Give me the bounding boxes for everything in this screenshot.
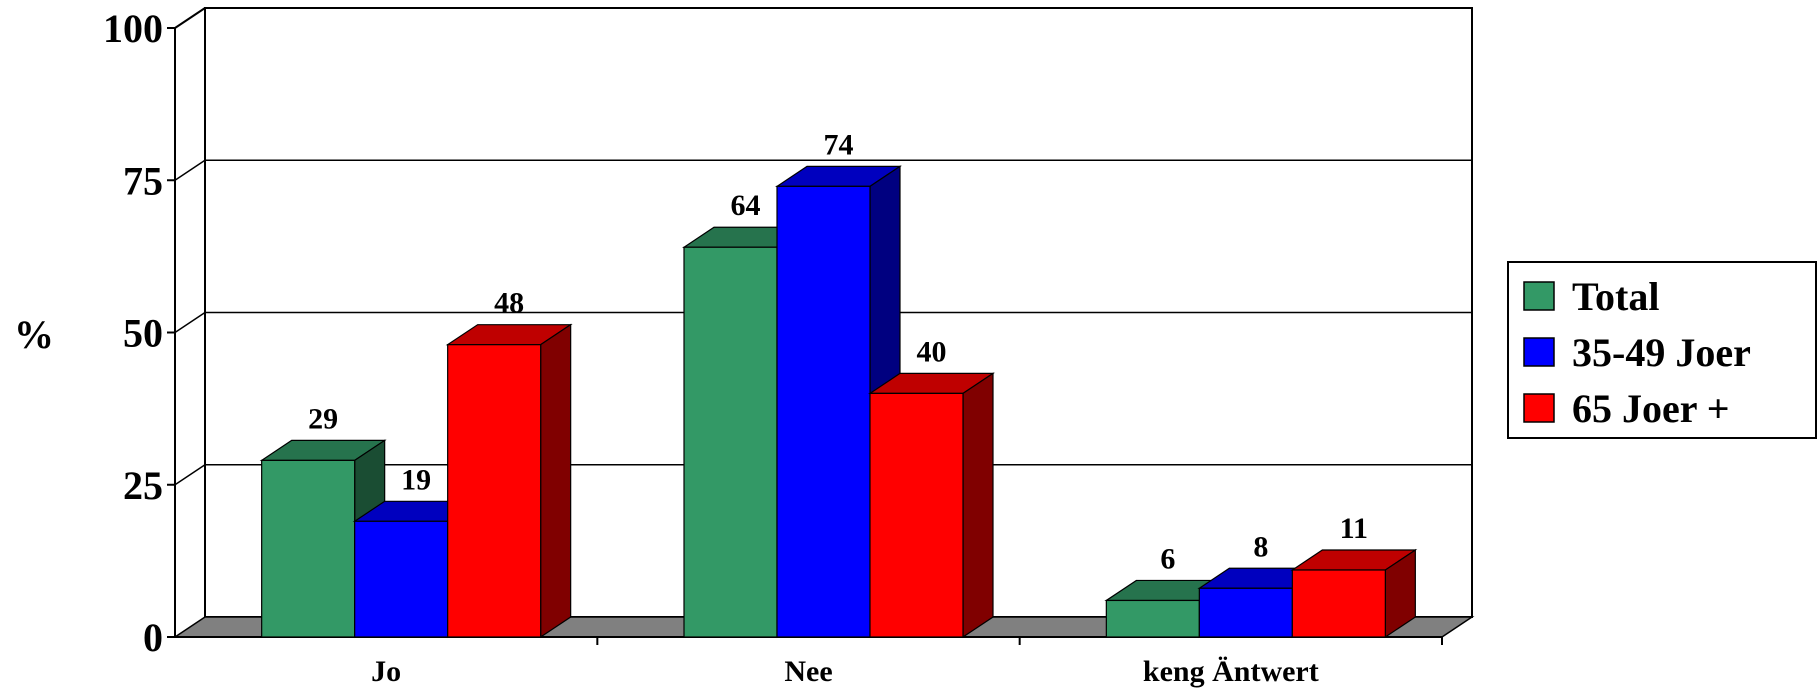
bar [868, 372, 995, 639]
legend-swatch [1523, 281, 1555, 311]
bar-front [261, 459, 356, 638]
legend-swatch [1523, 337, 1555, 367]
bars [259, 165, 1418, 639]
bar-front [683, 246, 778, 638]
legend-entry: 35-49 Joer [1572, 330, 1751, 375]
y-tick-label: 50 [123, 311, 163, 356]
bar-front [776, 185, 871, 638]
legend-swatch [1523, 393, 1555, 423]
x-tick-label: Nee [784, 655, 832, 688]
gridline-side [174, 464, 206, 486]
gridline-side [174, 311, 206, 334]
data-label: 29 [308, 402, 338, 435]
y-tick-label: 25 [123, 463, 163, 508]
bar-front [1198, 587, 1293, 638]
bar-front [869, 392, 964, 638]
bar-front [1291, 569, 1386, 638]
bar-front [1105, 599, 1200, 638]
bar [1290, 548, 1418, 639]
y-tick-label: 75 [123, 158, 163, 203]
y-axis-title: % [14, 312, 54, 357]
data-label: 11 [1340, 512, 1368, 545]
bar [445, 323, 573, 639]
bar-side [540, 323, 572, 639]
legend-entry: 65 Joer + [1572, 386, 1730, 431]
data-label: 74 [824, 128, 854, 161]
data-label: 19 [401, 463, 431, 496]
legend: Total 35-49 Joer 65 Joer + [1507, 261, 1817, 439]
x-tick-label: keng Äntwert [1143, 655, 1319, 688]
data-label: 40 [917, 335, 947, 368]
data-label: 8 [1253, 530, 1268, 563]
bar-front [354, 520, 449, 638]
x-tick-label: Jo [371, 655, 401, 688]
bar-side [962, 372, 994, 639]
data-labels: 29 19 48 64 74 40 6 8 11 [308, 128, 1368, 575]
data-label: 48 [494, 287, 524, 320]
y-tick-label: 0 [143, 615, 163, 660]
data-label: 64 [731, 189, 761, 222]
side-wall-top-edge [174, 7, 206, 29]
legend-box [1507, 261, 1817, 439]
y-tick-label: 100 [103, 6, 163, 51]
data-label: 6 [1160, 542, 1175, 575]
tick-labels: 0 25 50 75 100 Jo Nee keng Äntwert [103, 6, 1319, 688]
legend-entry: Total [1572, 274, 1659, 319]
gridline-side [174, 159, 206, 181]
bar-front [447, 344, 542, 638]
